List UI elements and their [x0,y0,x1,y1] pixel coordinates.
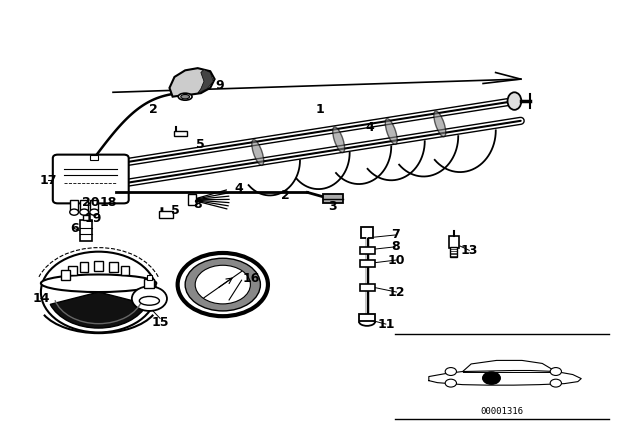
Text: 1: 1 [316,103,324,116]
Circle shape [550,367,561,375]
Bar [360,284,374,291]
Polygon shape [198,69,213,93]
Bar [81,220,92,241]
Text: 19: 19 [84,212,102,225]
Wedge shape [51,292,147,328]
Text: 7: 7 [391,228,399,241]
Text: 4: 4 [234,182,243,195]
Bar [70,200,78,210]
Bar [360,247,374,254]
Ellipse shape [508,92,522,110]
Text: 14: 14 [32,292,50,305]
Bar [61,271,70,280]
Bar [109,263,118,272]
Bar [451,247,457,257]
Bar [145,279,154,288]
Text: 8: 8 [193,198,202,211]
Bar [359,314,375,322]
Ellipse shape [180,95,189,99]
Ellipse shape [434,111,445,137]
Text: 15: 15 [151,316,169,329]
Text: 10: 10 [388,254,405,267]
Text: 4: 4 [366,121,374,134]
Circle shape [445,379,456,387]
Bar [449,236,459,248]
Circle shape [185,258,260,311]
Text: 9: 9 [215,79,224,92]
Bar [120,266,129,276]
Ellipse shape [385,119,397,144]
Text: 13: 13 [461,244,478,257]
Bar [79,263,88,272]
Circle shape [90,209,99,215]
Bar [68,266,77,276]
Text: 16: 16 [243,272,260,285]
Circle shape [550,379,561,387]
Ellipse shape [333,127,344,153]
Text: 00001316: 00001316 [481,407,524,416]
Ellipse shape [252,140,264,165]
Text: 6: 6 [70,222,79,235]
Text: 20: 20 [83,196,100,209]
Text: 2: 2 [149,103,158,116]
Bar [83,215,89,220]
Bar [90,200,98,210]
Circle shape [70,209,79,215]
Circle shape [445,367,456,375]
Bar [175,131,187,136]
FancyBboxPatch shape [53,155,129,203]
Bar [94,261,103,271]
Text: 5: 5 [196,138,205,151]
Bar [360,260,374,267]
Circle shape [178,253,268,316]
Text: 12: 12 [388,285,405,298]
Text: 3: 3 [328,200,337,213]
Text: 2: 2 [281,189,290,202]
Text: 18: 18 [100,196,117,209]
Text: 11: 11 [377,318,395,331]
Bar [188,194,196,205]
Circle shape [132,286,167,311]
Bar [323,194,343,203]
Polygon shape [170,68,214,97]
Bar [159,211,173,218]
Circle shape [41,252,156,332]
Circle shape [195,265,250,304]
Bar [81,200,88,210]
Text: 8: 8 [391,240,399,253]
Text: 5: 5 [172,204,180,217]
Bar [361,227,373,238]
Bar [147,276,152,280]
Ellipse shape [140,297,159,305]
Circle shape [483,372,500,384]
Bar [90,155,98,160]
Ellipse shape [179,93,192,100]
Ellipse shape [41,275,156,292]
Circle shape [80,209,88,215]
Text: 17: 17 [40,173,57,187]
